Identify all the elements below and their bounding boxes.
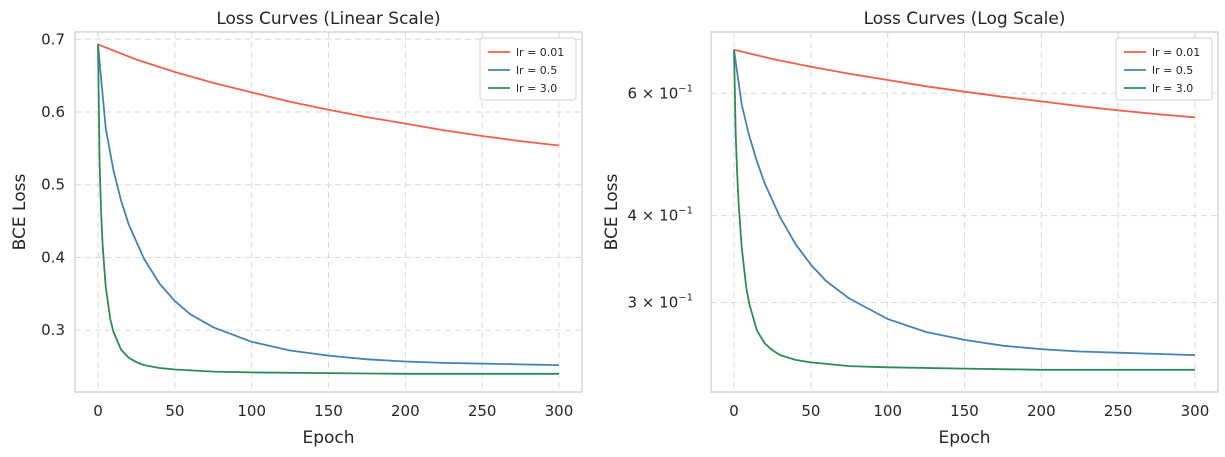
y-axis-label: BCE Loss: [602, 174, 622, 251]
chart-linear-scale: Loss Curves (Linear Scale) Epoch BCE Los…: [10, 9, 583, 448]
x-tick-label: 0: [729, 402, 739, 420]
legend-label: lr = 3.0: [516, 82, 557, 95]
x-tick-label: 100: [873, 402, 902, 420]
plot-frame: [74, 31, 583, 393]
plot-frame: [710, 31, 1219, 393]
y-axis-label: BCE Loss: [10, 174, 30, 251]
legend-label: lr = 0.5: [516, 64, 557, 77]
chart-log-scale: Loss Curves (Log Scale) Epoch BCE Loss 0…: [602, 9, 1219, 448]
x-tick-label: 300: [545, 402, 574, 420]
series-line-lr-0-01: [733, 48, 1196, 119]
x-tick-label: 150: [314, 402, 343, 420]
x-tick-label: 0: [93, 402, 103, 420]
legend: lr = 0.01 lr = 0.5 lr = 3.0: [1115, 37, 1213, 101]
x-tick-label: 300: [1181, 402, 1210, 420]
series-line-lr-0-5: [733, 49, 1196, 356]
chart-title: Loss Curves (Linear Scale): [216, 9, 440, 29]
legend-label: lr = 0.01: [1152, 46, 1200, 59]
x-tick-label: 50: [165, 402, 184, 420]
x-axis-label: Epoch: [938, 428, 990, 448]
series-line-lr-3-0: [97, 44, 559, 375]
chart-title: Loss Curves (Log Scale): [864, 9, 1066, 29]
x-tick-label: 150: [950, 402, 979, 420]
legend-label: lr = 3.0: [1152, 82, 1193, 95]
y-tick-label: 0.5: [41, 176, 65, 194]
y-tick-label: 0.6: [41, 103, 65, 121]
y-tick-label: 3 × 10−1: [628, 292, 694, 311]
x-tick-label: 200: [391, 402, 420, 420]
legend: lr = 0.01 lr = 0.5 lr = 3.0: [479, 37, 577, 101]
x-tick-label: 100: [237, 402, 266, 420]
x-tick-label: 50: [801, 402, 820, 420]
x-axis-label: Epoch: [302, 428, 354, 448]
y-tick-label: 0.7: [41, 30, 65, 48]
legend-box: [1115, 37, 1213, 101]
y-tick-label: 6 × 10−1: [628, 83, 694, 102]
series-line-lr-3-0: [733, 49, 1195, 371]
x-tick-label: 250: [1104, 402, 1133, 420]
series-line-lr-0-01: [97, 43, 560, 147]
series-line-lr-0-5: [97, 44, 560, 366]
y-tick-label: 0.3: [41, 321, 65, 339]
y-tick-label: 4 × 10−1: [628, 206, 694, 225]
x-tick-label: 200: [1027, 402, 1056, 420]
legend-label: lr = 0.5: [1152, 64, 1193, 77]
legend-box: [479, 37, 577, 101]
legend-label: lr = 0.01: [516, 46, 564, 59]
y-tick-label: 0.4: [41, 248, 65, 266]
x-tick-label: 250: [468, 402, 497, 420]
